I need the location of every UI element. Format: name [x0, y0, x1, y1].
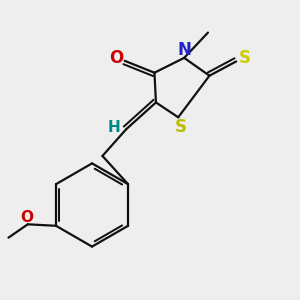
Text: S: S: [238, 50, 250, 68]
Text: O: O: [21, 210, 34, 225]
Text: S: S: [175, 118, 187, 136]
Text: H: H: [107, 120, 120, 135]
Text: O: O: [109, 49, 123, 67]
Text: N: N: [178, 40, 192, 58]
